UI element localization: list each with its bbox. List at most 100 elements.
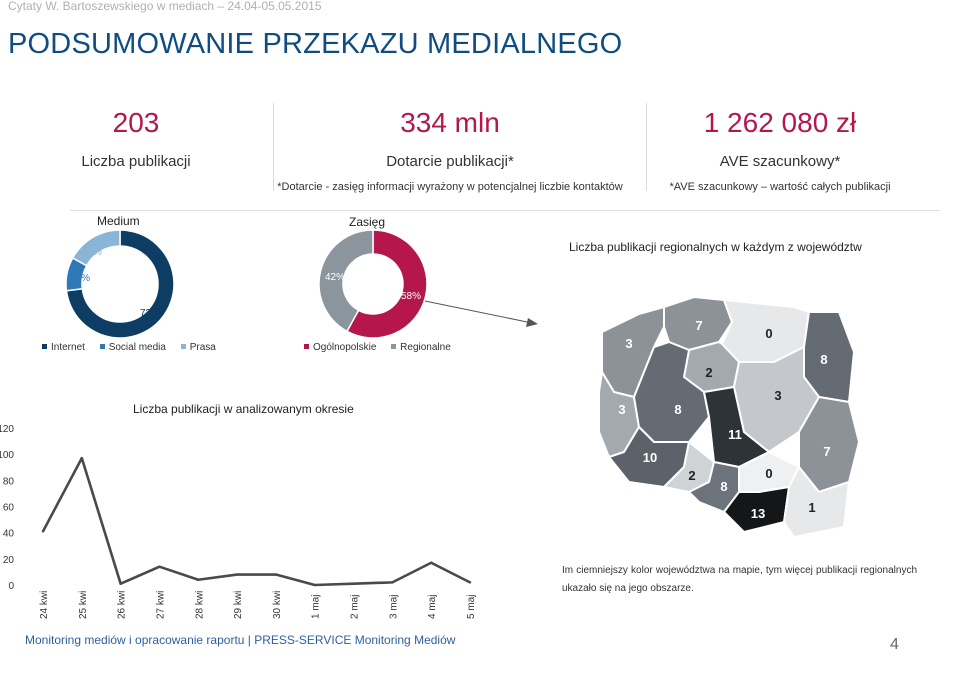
legend-label: Prasa [189, 342, 216, 353]
map-value-mazowieckie: 3 [774, 388, 781, 403]
donut-slice-ogolnopolskie [345, 229, 428, 339]
footer-credits: Monitoring mediów i opracowanie raportu … [25, 633, 456, 647]
data-point [197, 578, 200, 581]
legend-item-social-media: Social media [99, 342, 166, 353]
reach-legend: Ogólnopolskie Regionalne [304, 342, 463, 353]
donut-slice-regionalne [318, 229, 374, 333]
medium-chart-title: Medium [97, 214, 140, 228]
slice-label-internet: 73% [140, 308, 160, 319]
y-tick-label: 20 [3, 555, 15, 566]
page-number: 4 [890, 636, 899, 653]
data-point [235, 573, 239, 576]
x-tick-label: 26 kwi [117, 591, 128, 619]
kpi-divider [273, 103, 274, 191]
x-tick-label: 30 kwi [272, 591, 283, 619]
page-title: PODSUMOWANIE PRZEKAZU MEDIALNEGO [8, 28, 623, 60]
data-point [41, 530, 45, 533]
x-tick-label: 25 kwi [78, 591, 89, 619]
kpi-publications-label: Liczba publikacji [81, 153, 191, 170]
arrow-head-icon [526, 318, 538, 327]
map-value-podlaskie: 8 [820, 352, 827, 367]
legend-label: Internet [51, 342, 85, 353]
medium-donut-chart: 17% 10% 73% [65, 229, 175, 339]
legend-swatch [42, 344, 47, 350]
x-tick-label: 24 kwi [39, 591, 50, 619]
poland-voivodeship-map: 7 0 3 2 8 3 8 3 11 10 7 2 0 8 13 1 [598, 296, 860, 538]
map-value-warminsko-mazurskie: 0 [765, 326, 772, 341]
top-bar: Cytaty W. Bartoszewskiego w mediach – 24… [0, 0, 960, 14]
y-tick-label: 80 [3, 476, 15, 487]
kpi-reach-label: Dotarcie publikacji* [386, 153, 514, 170]
kpi-ave-value: 1 262 080 zł [703, 107, 857, 138]
data-point [391, 581, 394, 584]
map-value-dolnoslaskie: 10 [643, 450, 657, 465]
data-point [158, 565, 161, 568]
arrow-line [424, 300, 533, 324]
x-tick-label: 2 maj [350, 595, 361, 619]
map-value-podkarpackie: 1 [808, 500, 815, 515]
donut-slice-prasa [71, 229, 121, 267]
x-tick-label: 3 maj [388, 595, 399, 619]
x-tick-label: 27 kwi [155, 591, 166, 619]
slice-label-ogolnopolskie: 58% [401, 291, 421, 302]
voivodeship-wielkopolskie [633, 341, 710, 443]
medium-legend: Internet Social media Prasa [42, 342, 228, 353]
kpi-divider [646, 103, 647, 191]
y-tick-label: 40 [3, 529, 15, 540]
map-value-opolskie: 2 [688, 468, 695, 483]
legend-swatch [99, 344, 105, 350]
data-point [80, 456, 84, 460]
map-explanation-note: Im ciemniejszy kolor województwa na mapi… [562, 565, 917, 594]
connector-arrow [424, 300, 538, 327]
legend-label: Regionalne [400, 342, 451, 353]
legend-item-prasa: Prasa [180, 342, 216, 353]
data-point [119, 582, 122, 585]
data-point [313, 583, 316, 587]
slice-label-social-media: 10% [70, 273, 90, 284]
kpi-reach-value: 334 mln [400, 107, 500, 138]
y-tick-label: 0 [8, 581, 14, 592]
legend-swatch [180, 344, 186, 350]
section-divider [70, 210, 940, 211]
reach-donut-chart: 42% 58% [318, 229, 428, 339]
data-point [274, 573, 278, 576]
data-point [352, 582, 355, 585]
y-tick-label: 60 [3, 503, 15, 514]
legend-label: Social media [108, 342, 166, 353]
map-value-slaskie: 8 [720, 479, 727, 494]
legend-item-regionalne: Regionalne [391, 342, 451, 353]
data-point [468, 581, 472, 584]
map-value-pomorskie: 7 [695, 318, 702, 333]
x-tick-label: 29 kwi [233, 591, 244, 619]
x-tick-label: 5 maj [466, 595, 477, 619]
x-tick-label: 28 kwi [194, 591, 205, 619]
map-value-kujawsko-pomorskie: 2 [705, 365, 712, 380]
map-value-lubuskie: 3 [618, 402, 625, 417]
slice-label-prasa: 17% [82, 247, 102, 258]
slice-label-regionalne: 42% [325, 272, 345, 283]
kpi-ave-note: *AVE szacunkowy – wartość całych publika… [669, 181, 891, 193]
kpi-ave-label: AVE szacunkowy* [719, 153, 841, 170]
map-value-zachodniopomorskie: 3 [625, 336, 632, 351]
kpi-publications-value: 203 [112, 107, 160, 138]
legend-label: Ogólnopolskie [313, 342, 377, 353]
reach-chart-title: Zasięg [349, 215, 386, 229]
publications-line-chart: 0 20 40 60 80 100 120 24 kwi 25 kwi 26 kwi 27 kwi 2… [0, 424, 477, 619]
map-value-lodzkie: 11 [728, 427, 742, 442]
map-value-malopolskie: 13 [751, 506, 765, 521]
map-title: Liczba publikacji regionalnych w każdym … [569, 240, 862, 254]
series-line-publications [41, 456, 471, 587]
kpi-reach-note: *Dotarcie - zasięg informacji wyrażony w… [277, 181, 623, 193]
data-point [429, 561, 433, 564]
donut-slice-internet [65, 229, 175, 339]
x-tick-label: 1 maj [311, 595, 322, 619]
report-subtitle: Cytaty W. Bartoszewskiego w mediach – 24… [8, 0, 322, 13]
y-tick-label: 120 [0, 424, 14, 435]
legend-swatch [304, 344, 309, 350]
map-value-lubelskie: 7 [823, 444, 830, 459]
line-chart-title: Liczba publikacji w analizowanym okresie [133, 402, 354, 416]
map-value-swietokrzyskie: 0 [765, 466, 772, 481]
map-value-wielkopolskie: 8 [674, 402, 681, 417]
x-tick-label: 4 maj [427, 595, 438, 619]
legend-item-ogolnopolskie: Ogólnopolskie [304, 342, 376, 353]
